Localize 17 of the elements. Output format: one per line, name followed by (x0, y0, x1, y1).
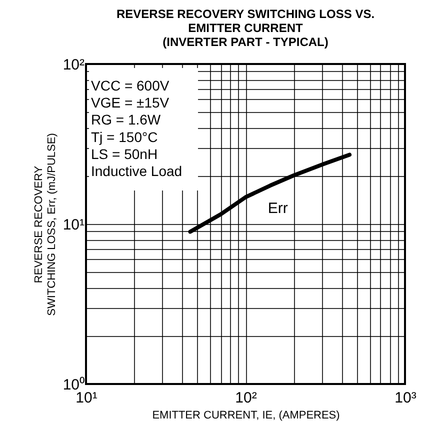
annotation: RG = 1.6W (91, 112, 162, 128)
x-tick-label: 10² (235, 390, 257, 406)
text: SWITCHING LOSS, Err, (mJ/PULSE) (46, 133, 58, 316)
x-tick-label: 10³ (394, 390, 416, 406)
annotation: Tj = 150°C (91, 128, 158, 145)
text: REVERSE RECOVERY SWITCHING LOSS VS. (116, 7, 375, 21)
y-tick-label: 10² (62, 56, 84, 74)
y-tick-label: 10¹ (62, 216, 84, 234)
x-axis-title: EMITTER CURRENT, IE, (AMPERES) (152, 410, 340, 422)
annotation: LS = 50nH (91, 146, 158, 162)
series-label: Err (268, 200, 288, 217)
annotation: Inductive Load (91, 162, 182, 179)
text: (INVERTER PART - TYPICAL) (162, 35, 328, 49)
annotation: VCC = 600V (91, 78, 170, 94)
text: EMITTER CURRENT (188, 21, 303, 35)
annotation: VGE = ±15V (91, 94, 170, 111)
text: REVERSE RECOVERY (32, 166, 45, 284)
